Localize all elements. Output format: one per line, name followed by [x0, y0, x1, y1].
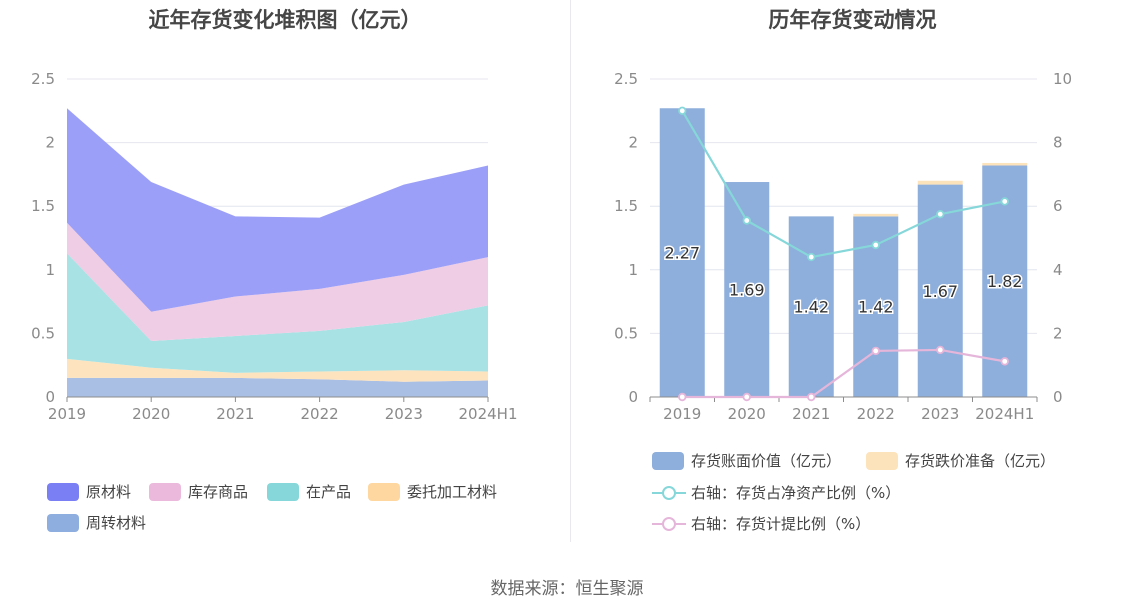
- legend-swatch: [652, 451, 684, 470]
- y-tick-label: 1.5: [614, 197, 638, 215]
- line-point: [871, 240, 880, 250]
- legend-item-turnover-materials[interactable]: 周转材料: [47, 512, 146, 533]
- right-chart-title: 历年存货变动情况: [768, 8, 937, 32]
- area-series: [67, 108, 488, 312]
- legend-item-consigned-materials[interactable]: 委托加工材料: [368, 481, 497, 502]
- bar-line-chart: 0 0.5 1 1.5 2 2.5 0 2 4 6 8 10 2019 2020 2021 2022 2023 2…: [614, 70, 1072, 423]
- line-point: [936, 345, 945, 355]
- legend-item-wip[interactable]: 在产品: [267, 481, 351, 502]
- y-tick-label: 2.5: [31, 70, 55, 88]
- legend-label: 原材料: [86, 483, 132, 501]
- area-series: [67, 222, 488, 342]
- y2-tick-label: 2: [1053, 324, 1063, 342]
- y-tick-label: 2.5: [614, 70, 638, 88]
- x-tick-label: 2021: [792, 405, 830, 423]
- area-series: [67, 377, 488, 397]
- area-series: [67, 358, 488, 382]
- line-point: [1000, 197, 1009, 206]
- y-tick-label: 0: [45, 388, 55, 406]
- bar-data-label: 1.82: [987, 272, 1023, 291]
- bar-impairment: [917, 180, 963, 185]
- bar-impairment: [853, 213, 899, 217]
- line-point: [936, 209, 945, 219]
- line-point: [871, 346, 880, 356]
- legend-line-marker: [652, 515, 686, 533]
- y-tick-label: 2: [45, 134, 55, 152]
- legend-label: 库存商品: [188, 483, 249, 501]
- legend-swatch: [267, 482, 299, 501]
- line-point: [742, 392, 751, 402]
- legend-label: 周转材料: [86, 514, 147, 532]
- y-tick-label: 1.5: [31, 197, 55, 215]
- x-tick-label: 2020: [132, 405, 170, 423]
- y2-tick-label: 4: [1053, 261, 1063, 279]
- legend-swatch: [47, 513, 79, 532]
- legend-item-finished-goods[interactable]: 库存商品: [149, 481, 248, 502]
- legend-label: 右轴：存货计提比例（%）: [691, 515, 871, 533]
- legend-swatch: [149, 482, 181, 501]
- y-tick-label: 0: [628, 388, 638, 406]
- bar-data-label: 1.69: [729, 281, 765, 300]
- line-point: [807, 252, 816, 262]
- bar-book-value: [917, 184, 963, 397]
- legend-label: 委托加工材料: [407, 483, 498, 501]
- line-point: [1000, 357, 1009, 366]
- legend-swatch: [47, 482, 79, 501]
- bar-book-value: [659, 108, 705, 398]
- x-tick-label: 2019: [48, 405, 86, 423]
- line-net-asset-ratio: [681, 110, 1005, 259]
- line-point: [742, 216, 751, 225]
- y-tick-label: 0.5: [31, 324, 55, 342]
- y-tick-label: 2: [628, 134, 638, 152]
- y2-tick-label: 6: [1053, 197, 1063, 215]
- x-tick-label: 2023: [921, 405, 959, 423]
- x-tick-label: 2021: [216, 405, 254, 423]
- data-source: 数据来源：恒生聚源: [490, 579, 644, 599]
- y2-tick-label: 8: [1053, 134, 1063, 152]
- legend-item-raw-materials[interactable]: 原材料: [47, 481, 131, 502]
- line-point: [807, 392, 816, 402]
- area-series: [67, 253, 488, 373]
- legend-swatch: [866, 451, 898, 470]
- bar-data-label: 2.27: [664, 244, 700, 263]
- bar-impairment: [982, 162, 1028, 166]
- x-tick-label: 2022: [857, 405, 895, 423]
- bar-data-label: 1.42: [858, 298, 894, 317]
- legend-item-provision-ratio[interactable]: 右轴：存货计提比例（%）: [652, 513, 870, 534]
- x-tick-label: 2024H1: [459, 405, 518, 423]
- bar-data-label: 1.42: [793, 298, 829, 317]
- legend-item-net-asset-ratio[interactable]: 右轴：存货占净资产比例（%）: [652, 482, 900, 503]
- legend-item-impairment[interactable]: 存货跌价准备（亿元）: [866, 450, 1055, 471]
- left-chart-title: 近年存货变化堆积图（亿元）: [148, 8, 422, 32]
- line-provision-ratio: [682, 348, 1005, 399]
- y2-tick-label: 0: [1053, 388, 1063, 406]
- line-point: [678, 106, 687, 115]
- y2-tick-label: 10: [1053, 70, 1072, 88]
- x-tick-label: 2020: [728, 405, 766, 423]
- legend-label: 在产品: [306, 483, 352, 501]
- x-tick-label: 2022: [301, 405, 339, 423]
- bar-book-value: [788, 216, 834, 397]
- legend-item-book-value[interactable]: 存货账面价值（亿元）: [652, 450, 841, 471]
- legend-line-marker: [652, 484, 686, 502]
- line-point: [678, 392, 687, 402]
- legend-label: 存货跌价准备（亿元）: [905, 452, 1056, 470]
- legend-label: 存货账面价值（亿元）: [691, 452, 842, 470]
- panel-divider: [570, 0, 571, 542]
- legend-label: 右轴：存货占净资产比例（%）: [691, 484, 901, 502]
- y-tick-label: 1: [628, 261, 638, 279]
- y-tick-label: 0.5: [614, 324, 638, 342]
- stacked-area-chart: 0 0.5 1 1.5 2 2.5 2019 2020 2021 2022 2023 2024H1: [31, 70, 518, 423]
- y-tick-label: 1: [45, 261, 55, 279]
- x-tick-label: 2023: [385, 405, 423, 423]
- bar-data-label: 1.67: [922, 282, 958, 301]
- legend-swatch: [368, 482, 400, 501]
- x-tick-label: 2019: [663, 405, 701, 423]
- x-tick-label: 2024H1: [975, 405, 1034, 423]
